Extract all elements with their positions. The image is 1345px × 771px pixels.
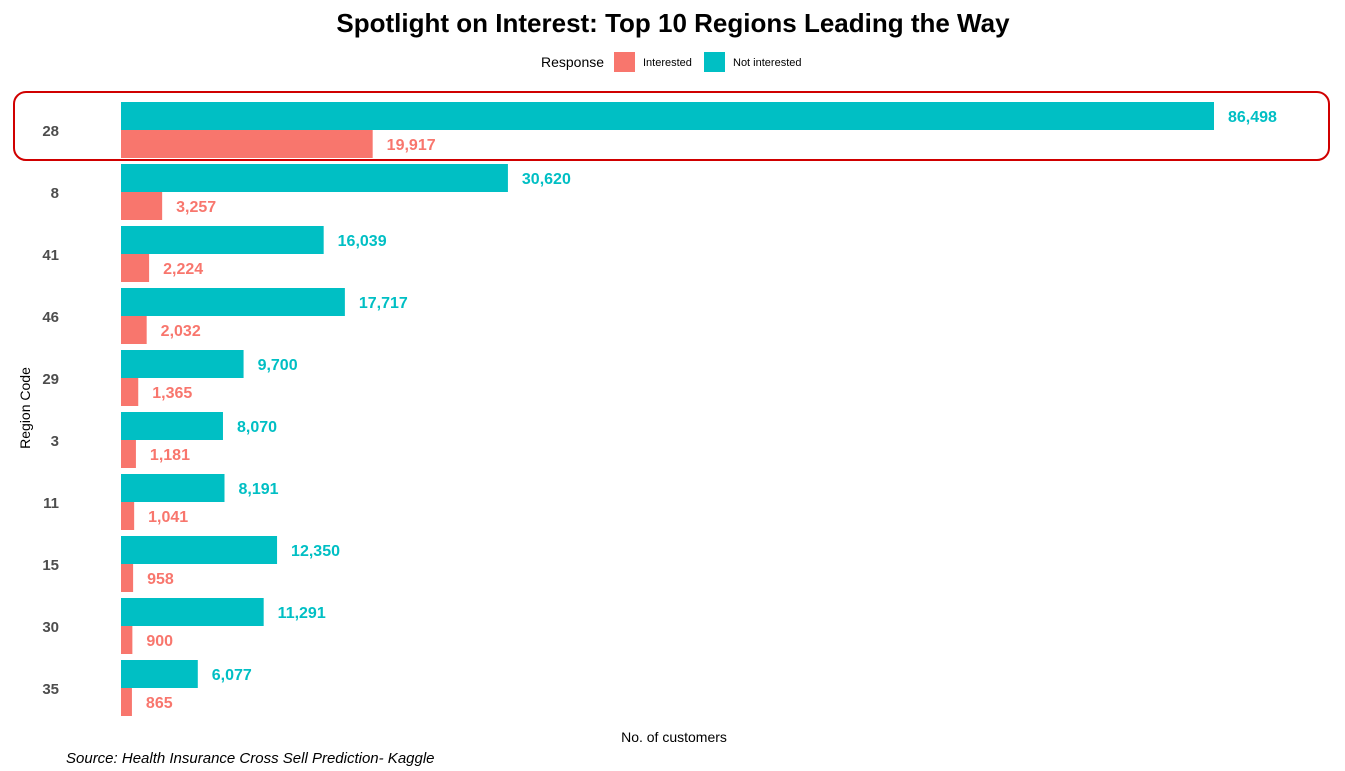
data-label-interested: 1,181 — [150, 447, 190, 464]
bar-not-interested — [121, 536, 278, 564]
data-label-interested: 900 — [146, 633, 173, 650]
source-note: Source: Health Insurance Cross Sell Pred… — [66, 750, 435, 767]
bar-not-interested — [121, 164, 508, 192]
bar-interested — [121, 378, 139, 406]
bar-not-interested — [121, 350, 244, 378]
data-label-not-interested: 30,620 — [522, 171, 571, 188]
data-label-interested: 1,365 — [152, 385, 192, 402]
data-label-not-interested: 11,291 — [278, 605, 326, 622]
bar-not-interested — [121, 660, 198, 688]
y-tick-label: 28 — [42, 123, 59, 140]
bar-not-interested — [121, 226, 324, 254]
data-label-not-interested: 17,717 — [359, 295, 408, 312]
bar-not-interested — [121, 598, 264, 626]
x-axis-label: No. of customers — [621, 729, 727, 745]
data-label-not-interested: 9,700 — [258, 357, 298, 374]
bar-not-interested — [121, 288, 345, 316]
y-tick-label: 46 — [42, 309, 59, 326]
bars-group — [121, 102, 1214, 716]
bar-interested — [121, 130, 373, 158]
data-label-interested: 865 — [146, 695, 173, 712]
data-label-not-interested: 16,039 — [338, 233, 387, 250]
legend-swatch-not-interested — [704, 52, 725, 72]
bar-interested — [121, 688, 132, 716]
bar-interested — [121, 564, 134, 592]
bar-interested — [121, 316, 147, 344]
bar-not-interested — [121, 474, 225, 502]
y-tick-label: 15 — [42, 557, 59, 574]
bar-not-interested — [121, 102, 1214, 130]
y-tick-label: 29 — [42, 371, 59, 388]
data-label-not-interested: 12,350 — [291, 543, 340, 560]
highlight-box — [13, 91, 1330, 161]
data-label-interested: 2,032 — [161, 323, 201, 340]
y-tick-label: 30 — [42, 619, 59, 636]
data-label-not-interested: 8,191 — [239, 481, 279, 498]
y-tick-label: 3 — [51, 433, 59, 450]
bar-interested — [121, 626, 133, 654]
data-label-interested: 2,224 — [163, 261, 203, 278]
y-axis-label: Region Code — [17, 367, 33, 449]
data-label-interested: 19,917 — [387, 137, 436, 154]
data-label-interested: 1,041 — [148, 509, 188, 526]
y-tick-label: 35 — [42, 681, 59, 698]
legend-label-interested: Interested — [643, 57, 692, 69]
bar-not-interested — [121, 412, 223, 440]
data-label-not-interested: 6,077 — [212, 667, 252, 684]
legend-label-not-interested: Not interested — [733, 57, 801, 69]
bar-interested — [121, 254, 150, 282]
legend-swatch-interested — [614, 52, 635, 72]
legend: Response Interested Not interested — [541, 52, 801, 72]
y-tick-label: 8 — [51, 185, 59, 202]
y-tick-label: 41 — [42, 247, 59, 264]
data-label-interested: 3,257 — [176, 199, 216, 216]
bar-interested — [121, 192, 163, 220]
y-tick-label: 11 — [43, 495, 59, 512]
data-label-interested: 958 — [147, 571, 174, 588]
data-label-not-interested: 86,498 — [1228, 109, 1277, 126]
value-labels-group: 86,498 19,917 30,620 3,257 16,039 2,224 17,717… — [146, 109, 1277, 712]
chart-title: Spotlight on Interest: Top 10 Regions Le… — [336, 8, 1010, 38]
bar-interested — [121, 440, 136, 468]
bar-interested — [121, 502, 135, 530]
y-ticks-group: 28 8 41 46 29 3 11 15 30 35 — [42, 123, 59, 698]
data-label-not-interested: 8,070 — [237, 419, 277, 436]
legend-title: Response — [541, 54, 604, 70]
